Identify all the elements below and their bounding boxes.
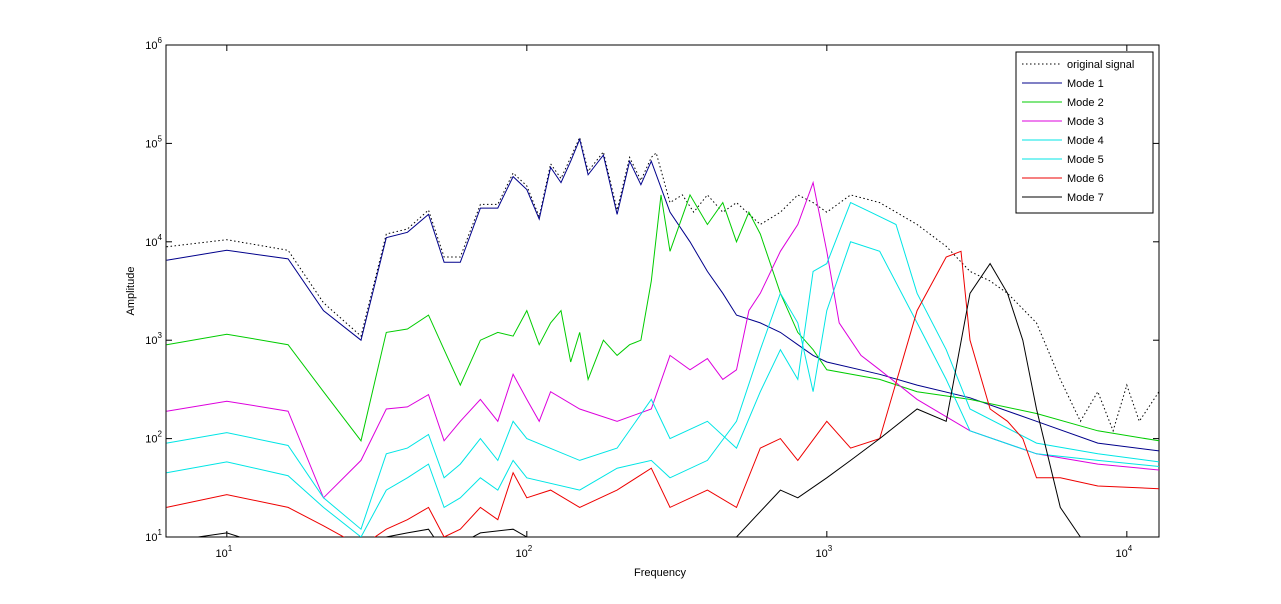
tick-base: 10 [145, 40, 157, 52]
series-line [166, 180, 1159, 499]
tick-exponent: 4 [158, 233, 163, 242]
series-line [166, 135, 1159, 433]
series-line [166, 250, 1159, 537]
y-tick-label: 106 [145, 36, 162, 52]
tick-base: 10 [145, 434, 157, 446]
series-group [166, 135, 1159, 537]
tick-exponent: 2 [158, 430, 163, 439]
legend-label: Mode 1 [1067, 78, 1104, 90]
legend-label: Mode 5 [1067, 154, 1104, 166]
x-tick-label: 103 [815, 544, 832, 560]
y-tick-label: 103 [145, 331, 162, 347]
tick-base: 10 [215, 548, 227, 560]
x-tick-label: 104 [1115, 544, 1132, 560]
legend: original signal Mode 1 Mode 2 Mode 3 Mode 4 M… [1015, 51, 1154, 214]
legend-label: Mode 4 [1067, 135, 1104, 147]
series-line [166, 241, 1159, 537]
tick-exponent: 1 [158, 528, 163, 537]
legend-box [1015, 51, 1154, 214]
legend-label: Mode 6 [1067, 173, 1104, 185]
x-tick-label: 101 [215, 544, 232, 560]
y-axis-label: Amplitude [125, 267, 137, 316]
legend-label: Mode 2 [1067, 97, 1104, 109]
tick-base: 10 [145, 138, 157, 150]
legend-label: Mode 7 [1067, 192, 1104, 204]
legend-label: original signal [1067, 59, 1134, 71]
tick-exponent: 4 [1128, 544, 1133, 553]
series-line [166, 201, 1159, 531]
y-tick-label: 101 [145, 528, 162, 544]
tick-base: 10 [815, 548, 827, 560]
tick-base: 10 [145, 335, 157, 347]
series-line [194, 262, 1082, 537]
tick-exponent: 2 [528, 544, 533, 553]
tick-base: 10 [145, 532, 157, 544]
x-axis-label: Frequency [634, 567, 686, 579]
plot-area [165, 44, 1160, 538]
tick-exponent: 3 [828, 544, 833, 553]
tick-exponent: 6 [158, 36, 163, 45]
legend-label: Mode 3 [1067, 116, 1104, 128]
x-tick-label: 102 [515, 544, 532, 560]
tick-exponent: 1 [228, 544, 233, 553]
tick-base: 10 [145, 237, 157, 249]
y-tick-label: 102 [145, 430, 162, 446]
tick-exponent: 3 [158, 331, 163, 340]
tick-base: 10 [515, 548, 527, 560]
tick-exponent: 5 [158, 134, 163, 143]
series-line [166, 193, 1159, 442]
y-tick-label: 105 [145, 134, 162, 150]
y-tick-label: 104 [145, 233, 162, 249]
tick-base: 10 [1115, 548, 1127, 560]
series-line [166, 137, 1159, 452]
